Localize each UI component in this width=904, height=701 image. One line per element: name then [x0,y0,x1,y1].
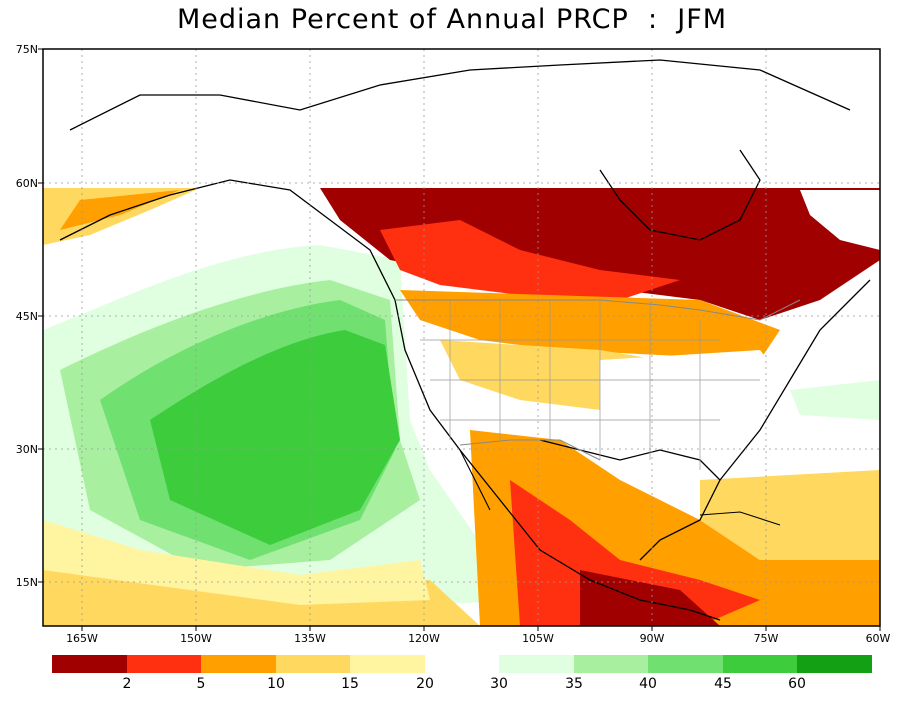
south-pacific-band [43,540,480,626]
legend-label: 30 [490,676,508,692]
hudson-bay-coastline [599,149,761,241]
mexico-red-zone [510,480,760,626]
state-lines [420,300,760,470]
legend-swatch-low-2 [201,655,276,673]
south-pacific-light-band [43,520,430,605]
lon-label: 120W [408,632,440,645]
east-coastline [719,279,871,481]
quebec-unshaded [800,190,880,250]
legend-label: 2 [122,676,132,692]
north-america-coastline [59,179,721,621]
lon-label: 105W [522,632,554,645]
canada-red-patches [380,220,680,300]
lat-label: 75N [15,43,38,56]
legend-swatch-high-2 [648,655,723,673]
arctic-coastline [69,59,851,131]
graticule [43,49,880,626]
caribbean-yellow [700,470,880,560]
legend-swatch-high-3 [723,655,797,673]
cuba-outline [699,511,781,526]
lat-label: 45N [15,310,38,323]
legend-swatch-high-4 [797,655,872,673]
legend-label: 10 [267,676,285,692]
legend-label: 35 [565,676,583,692]
legend-swatch-high-1 [574,655,648,673]
us-orange-zone [400,290,780,360]
lat-label: 15N [15,576,38,589]
lon-label: 60W [865,632,891,645]
map-title: Median Percent of Annual PRCP : JFM [176,4,728,35]
lon-label: 150W [180,632,212,645]
lon-label: 90W [639,632,665,645]
legend-swatch-low-4 [350,655,425,673]
us-mexico-border [459,439,601,461]
legend-label: 45 [714,676,732,692]
legend-swatch-high-0 [499,655,574,673]
legend-label: 5 [196,676,206,692]
legend-label: 40 [639,676,657,692]
central-america-dark [580,570,720,626]
legend-label: 60 [788,676,806,692]
lat-label: 60N [15,177,38,190]
alaska-peninsula-band [60,190,180,230]
legend-label: 15 [341,676,359,692]
atlantic-pale [790,380,880,420]
pacific-green-core [150,330,400,545]
tick-marks [38,48,881,631]
lon-label: 135W [294,632,326,645]
legend-swatch-low-0 [52,655,127,673]
map-field [43,49,880,626]
lon-label: 75W [753,632,779,645]
lon-label: 165W [66,632,98,645]
legend-swatch-low-1 [127,655,201,673]
legend-swatch-low-3 [276,655,350,673]
baja-coastline [459,449,491,511]
map-frame [42,48,881,627]
lat-label: 30N [15,443,38,456]
legend-label: 20 [416,676,434,692]
